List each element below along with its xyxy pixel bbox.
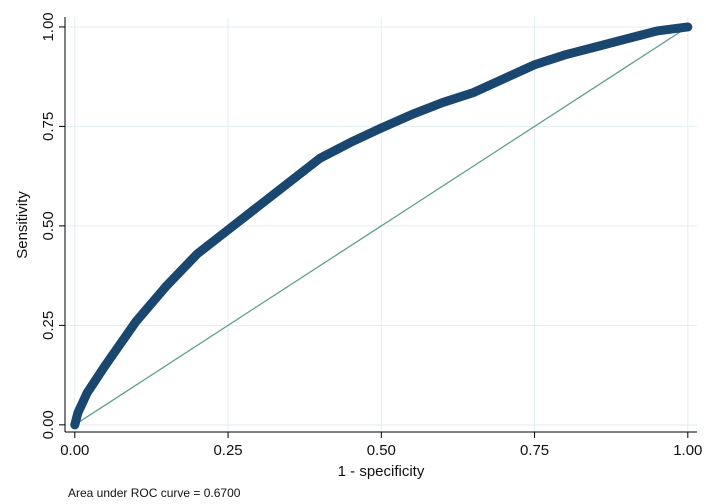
y-tick-label: 1.00 <box>40 12 57 41</box>
x-tick-label: 0.00 <box>60 442 89 459</box>
x-tick-label: 0.25 <box>213 442 242 459</box>
line <box>74 26 689 426</box>
x-tick-label: 0.50 <box>367 442 396 459</box>
x-tick-label: 0.75 <box>520 442 549 459</box>
line <box>70 22 693 430</box>
y-tick-label: 0.75 <box>40 112 57 141</box>
x-tick-label: 1.00 <box>673 442 702 459</box>
y-tick-label: 0.00 <box>40 410 57 439</box>
annotation: Area under ROC curve = 0.6700 <box>68 486 241 500</box>
x-axis-label: 1 - specificity <box>338 463 425 480</box>
y-tick-label: 0.25 <box>40 311 57 340</box>
y-tick-label: 0.50 <box>40 211 57 240</box>
y-axis-label: Sensitivity <box>14 191 31 259</box>
